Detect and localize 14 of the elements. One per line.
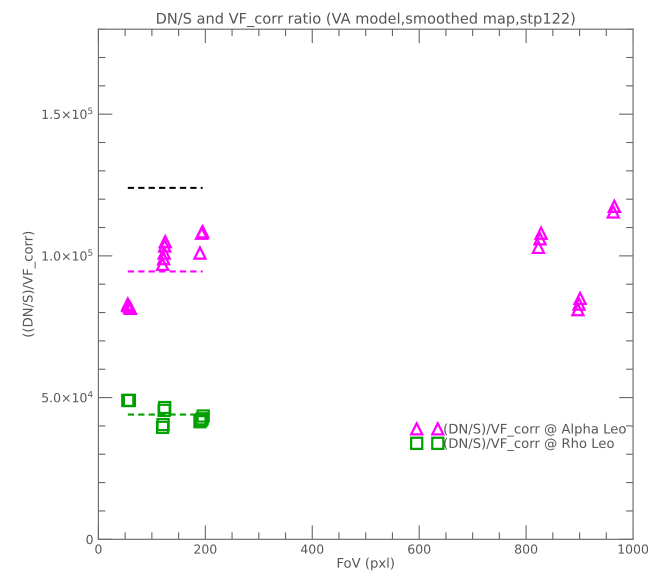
x-axis-title: FoV (pxl) (338, 558, 394, 570)
y-tick-label: 0 (86, 534, 93, 544)
y-axis-title: ((DN/S)/VF_corr) (22, 232, 36, 337)
x-tick-label: 600 (408, 544, 430, 554)
y-tick-label: 5.0×10$^{4}$ (42, 391, 93, 402)
x-tick-label: 400 (300, 544, 324, 554)
x-tick-label: 200 (194, 544, 216, 554)
x-tick-label: 1000 (618, 544, 648, 554)
x-tick-label: 0 (95, 544, 102, 554)
y-tick-label: 1.0×10$^{5}$ (42, 249, 92, 261)
chart-title: DN/S and VF_corr ratio (VA model,smoothed map,stp122) (157, 12, 575, 28)
y-tick-label: 1.5×10$^{5}$ (42, 108, 92, 120)
x-tick-label: 800 (515, 544, 538, 554)
legend-label: (DN/S)/VF_corr @ Alpha Leo (444, 423, 626, 437)
